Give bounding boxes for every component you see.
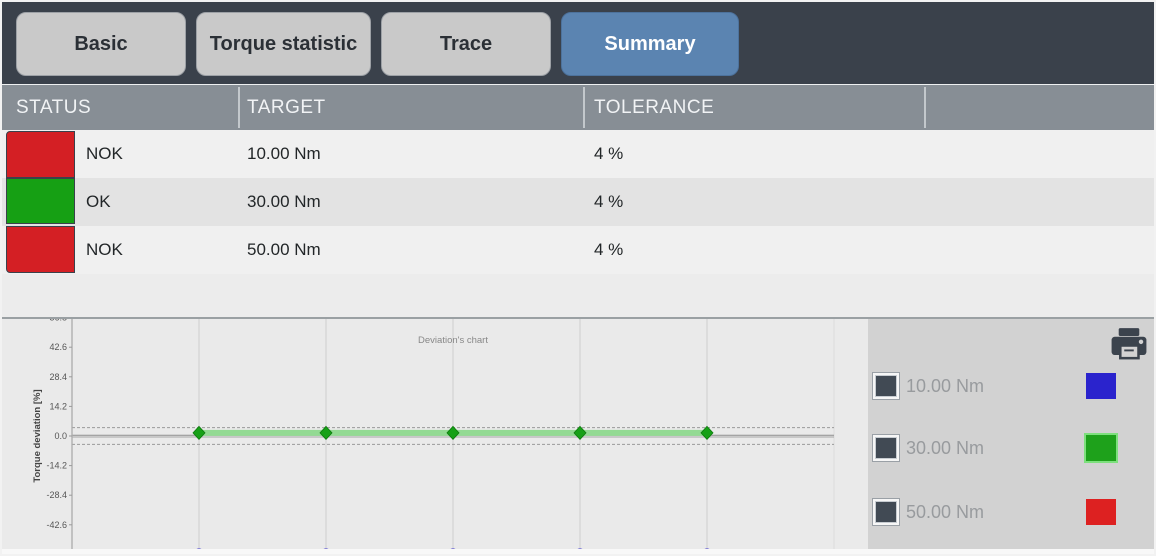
status-color-swatch — [6, 131, 75, 178]
legend-color-swatch — [1086, 435, 1116, 461]
deviation-chart: 71.056.842.628.414.20.0-14.2-28.4-42.6-5… — [32, 319, 835, 549]
chart-labels: Deviation's chart Torque deviation [%] — [32, 335, 488, 483]
tab-torque-statistic[interactable]: Torque statistic — [196, 12, 371, 76]
target-value: 30.00 Nm — [247, 192, 321, 211]
chart-series-30-00-nm — [192, 425, 714, 440]
target-value: 50.00 Nm — [247, 240, 321, 259]
section-divider — [2, 317, 1154, 319]
column-divider — [924, 87, 926, 128]
chart-gridlines — [198, 319, 835, 549]
column-divider — [238, 87, 240, 128]
legend-color-swatch — [1086, 373, 1116, 399]
status-value: NOK — [86, 240, 123, 259]
deviation-chart-panel: 71.056.842.628.414.20.0-14.2-28.4-42.6-5… — [2, 319, 868, 549]
table-row[interactable]: OK 30.00 Nm 4 % — [2, 178, 1154, 226]
svg-text:56.8: 56.8 — [49, 319, 67, 323]
chart-legend-panel: 10.00 Nm 30.00 Nm 50.00 Nm — [868, 319, 1154, 549]
status-color-swatch — [6, 226, 75, 273]
svg-text:Deviation's chart: Deviation's chart — [418, 335, 488, 346]
bottom-margin — [2, 549, 1154, 554]
tab-bar: Basic Torque statistic Trace Summary — [2, 2, 1154, 84]
column-header-target: TARGET — [247, 96, 326, 118]
column-header-status: STATUS — [16, 96, 92, 118]
status-value: NOK — [86, 144, 123, 163]
legend-label: 30.00 Nm — [906, 437, 985, 458]
legend-checkbox[interactable] — [873, 435, 899, 461]
status-value: OK — [86, 192, 111, 211]
tolerance-value: 4 % — [594, 144, 624, 163]
svg-text:42.6: 42.6 — [49, 342, 67, 352]
legend-label: 10.00 Nm — [906, 375, 985, 396]
table-row[interactable]: NOK 50.00 Nm 4 % — [2, 226, 1154, 274]
column-header-tolerance: TOLERANCE — [594, 96, 715, 118]
chart-axes: 71.056.842.628.414.20.0-14.2-28.4-42.6-5… — [46, 319, 73, 549]
svg-text:-14.2: -14.2 — [46, 461, 67, 471]
svg-text:28.4: 28.4 — [49, 372, 67, 382]
legend-checkbox[interactable] — [873, 499, 899, 525]
table-empty-area — [2, 274, 1154, 317]
svg-text:-28.4: -28.4 — [46, 490, 67, 500]
tab-trace[interactable]: Trace — [381, 12, 551, 76]
tab-summary[interactable]: Summary — [561, 12, 739, 76]
legend-item: 30.00 Nm — [868, 435, 1154, 461]
column-divider — [583, 87, 585, 128]
tab-basic[interactable]: Basic — [16, 12, 186, 76]
svg-text:Torque deviation [%]: Torque deviation [%] — [32, 389, 43, 482]
legend-color-swatch — [1086, 499, 1116, 525]
tolerance-value: 4 % — [594, 192, 624, 211]
target-value: 10.00 Nm — [247, 144, 321, 163]
legend-item: 50.00 Nm — [868, 499, 1154, 525]
legend-label: 50.00 Nm — [906, 501, 985, 522]
svg-text:14.2: 14.2 — [49, 401, 67, 411]
table-header: STATUS TARGET TOLERANCE — [2, 84, 1154, 130]
tolerance-value: 4 % — [594, 240, 624, 259]
legend-checkbox[interactable] — [873, 373, 899, 399]
legend-item: 10.00 Nm — [868, 373, 1154, 399]
table-row[interactable]: NOK 10.00 Nm 4 % — [2, 130, 1154, 178]
printer-icon[interactable] — [1110, 327, 1148, 364]
status-color-swatch — [6, 178, 75, 224]
svg-text:0.0: 0.0 — [54, 431, 67, 441]
svg-text:-42.6: -42.6 — [46, 520, 67, 530]
